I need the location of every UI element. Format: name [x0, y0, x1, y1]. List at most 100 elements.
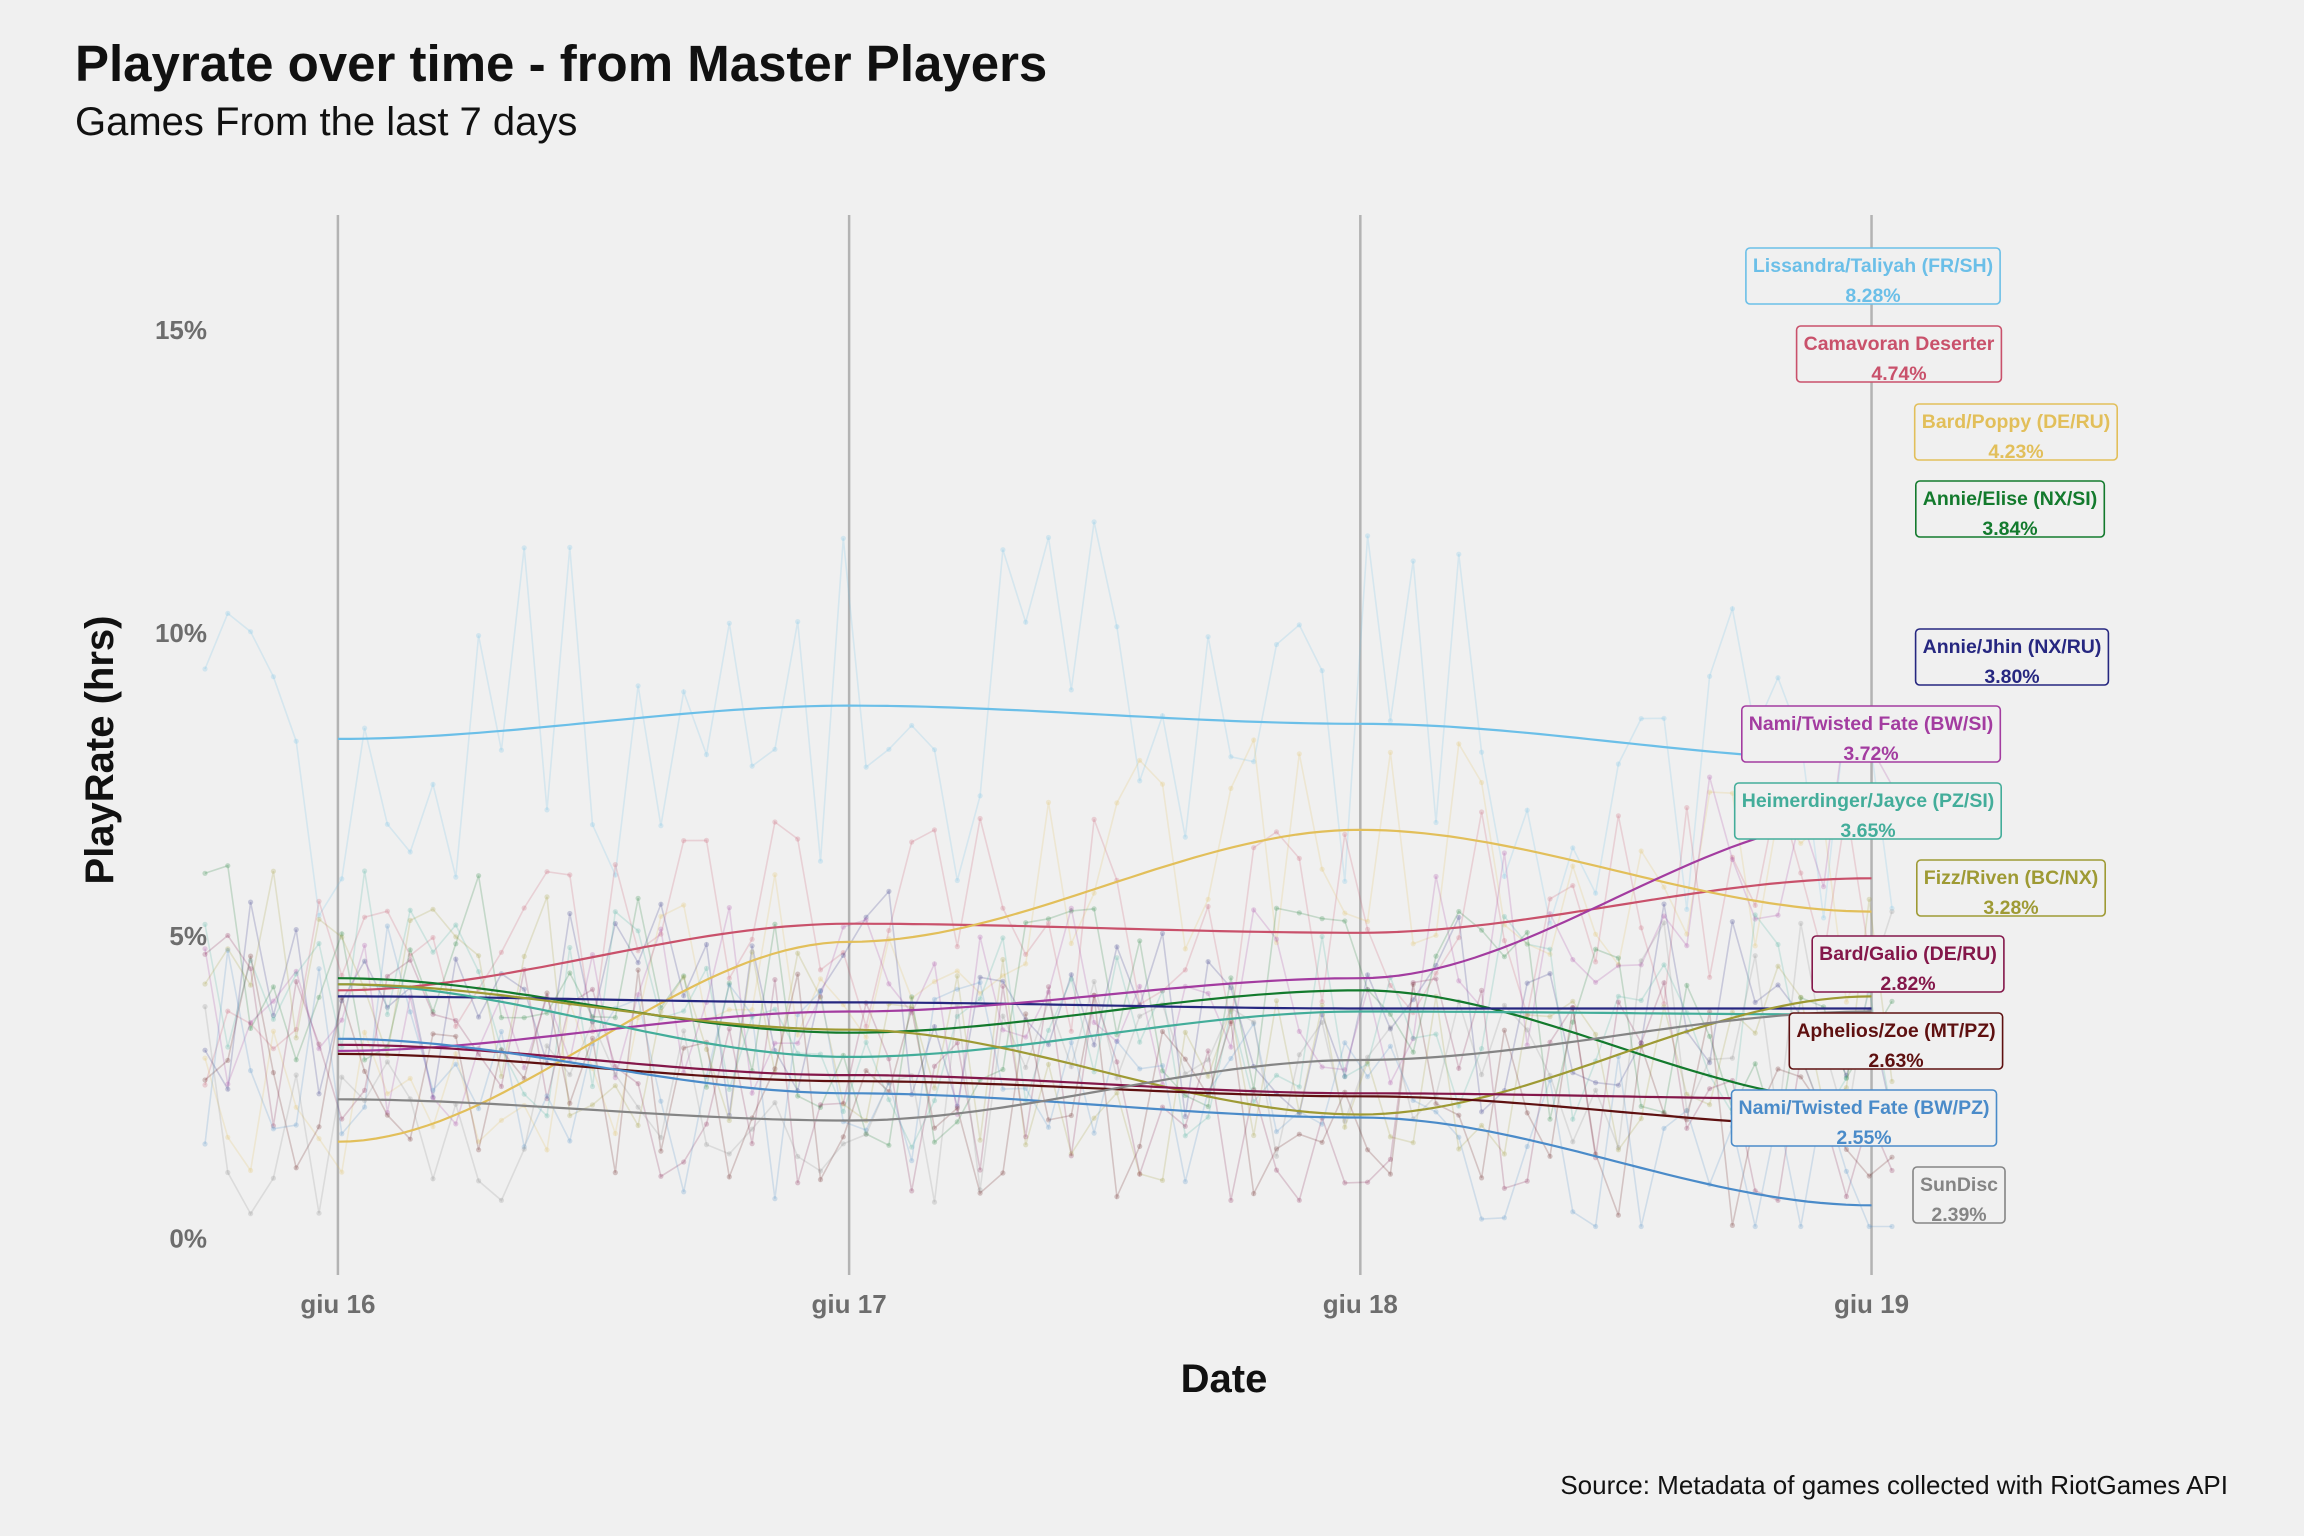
raw-point — [1045, 1061, 1052, 1067]
raw-point — [1182, 1179, 1188, 1185]
raw-point — [726, 1117, 732, 1124]
raw-point — [1137, 1039, 1143, 1045]
series-label-value: 4.74% — [1871, 363, 1926, 385]
raw-point — [248, 957, 254, 963]
raw-point — [749, 763, 755, 769]
raw-point — [1182, 967, 1188, 973]
raw-point — [1365, 1061, 1371, 1067]
raw-point — [658, 1009, 664, 1015]
raw-point — [681, 838, 687, 844]
raw-point — [1524, 1042, 1530, 1048]
raw-point — [476, 969, 482, 975]
raw-point — [681, 1045, 687, 1051]
raw-point — [1273, 1072, 1280, 1078]
raw-series-line — [204, 710, 1893, 1126]
raw-point — [1091, 816, 1097, 823]
raw-point — [1137, 1171, 1143, 1177]
raw-point — [1137, 1066, 1143, 1072]
raw-point — [1501, 913, 1507, 920]
raw-point — [1091, 906, 1097, 912]
raw-point — [703, 1142, 710, 1148]
raw-point — [612, 1064, 618, 1070]
raw-point — [1228, 975, 1234, 981]
raw-point — [886, 1097, 892, 1103]
raw-point — [316, 1091, 322, 1097]
raw-point — [1661, 913, 1667, 919]
raw-point — [430, 934, 436, 941]
raw-point — [1547, 896, 1553, 902]
raw-point — [658, 1098, 664, 1104]
raw-point — [817, 967, 824, 973]
raw-point — [1205, 1048, 1211, 1054]
raw-point — [909, 1004, 915, 1010]
raw-point — [430, 906, 436, 912]
raw-point — [498, 1015, 504, 1021]
raw-point — [1228, 1044, 1234, 1050]
raw-point — [795, 1040, 801, 1046]
series-label: Annie/Jhin (NX/RU) 3.80% — [1914, 628, 2110, 688]
raw-point — [658, 913, 664, 919]
x-tick-label: giu 18 — [1323, 1289, 1398, 1319]
raw-point — [1365, 918, 1371, 925]
raw-point — [1661, 715, 1667, 721]
raw-point — [1593, 979, 1599, 985]
raw-point — [1387, 1080, 1393, 1086]
raw-point — [1114, 624, 1120, 630]
raw-point — [863, 1068, 869, 1074]
raw-point — [453, 934, 459, 940]
raw-point — [225, 932, 231, 939]
raw-point — [498, 747, 504, 753]
raw-point — [1707, 1102, 1713, 1108]
series-label: Bard/Galio (DE/RU) 2.82% — [1811, 935, 2005, 995]
raw-point — [270, 1012, 276, 1019]
raw-point — [1501, 1185, 1507, 1191]
raw-point — [1296, 751, 1302, 757]
raw-point — [681, 689, 687, 695]
raw-point — [202, 870, 208, 876]
raw-point — [772, 1196, 778, 1202]
raw-point — [248, 1167, 254, 1174]
raw-point — [1752, 912, 1758, 918]
raw-point — [1296, 1028, 1302, 1034]
raw-point — [1638, 1116, 1644, 1122]
raw-point — [362, 1087, 368, 1093]
raw-point — [1798, 994, 1804, 1000]
raw-series-line — [204, 934, 1893, 1203]
series-label-name: Heimerdinger/Jayce (PZ/SI) — [1742, 790, 1995, 812]
raw-point — [339, 1074, 345, 1080]
raw-point — [1114, 944, 1120, 950]
raw-point — [476, 1106, 482, 1112]
raw-point — [1410, 980, 1416, 986]
raw-point — [589, 822, 596, 828]
raw-point — [977, 1137, 983, 1143]
raw-point — [1638, 997, 1644, 1004]
series-label-name: Fizz/Riven (BC/NX) — [1924, 867, 2098, 889]
raw-point — [1387, 1011, 1393, 1017]
raw-point — [909, 1158, 915, 1164]
raw-point — [1342, 1118, 1348, 1124]
raw-point — [1387, 1043, 1393, 1049]
raw-point — [1684, 1091, 1690, 1097]
raw-point — [544, 1147, 550, 1153]
raw-point — [817, 988, 824, 994]
raw-point — [1661, 980, 1667, 986]
raw-point — [931, 961, 938, 967]
series-label-value: 3.84% — [1982, 518, 2037, 540]
raw-point — [1729, 854, 1735, 860]
raw-point — [339, 1131, 345, 1137]
raw-point — [1365, 926, 1371, 933]
raw-point — [954, 986, 960, 992]
raw-point — [658, 823, 664, 829]
raw-data-layer — [202, 519, 1895, 1230]
raw-point — [1615, 1212, 1621, 1218]
raw-point — [840, 924, 846, 930]
raw-point — [1251, 1132, 1257, 1139]
trend-line — [337, 1043, 1872, 1101]
raw-point — [1296, 622, 1302, 628]
raw-point — [1729, 856, 1735, 863]
raw-point — [1410, 941, 1416, 947]
series-label-name: Bard/Poppy (DE/RU) — [1922, 411, 2111, 433]
raw-point — [567, 1100, 573, 1106]
raw-point — [772, 1006, 778, 1012]
raw-point — [407, 1075, 413, 1081]
